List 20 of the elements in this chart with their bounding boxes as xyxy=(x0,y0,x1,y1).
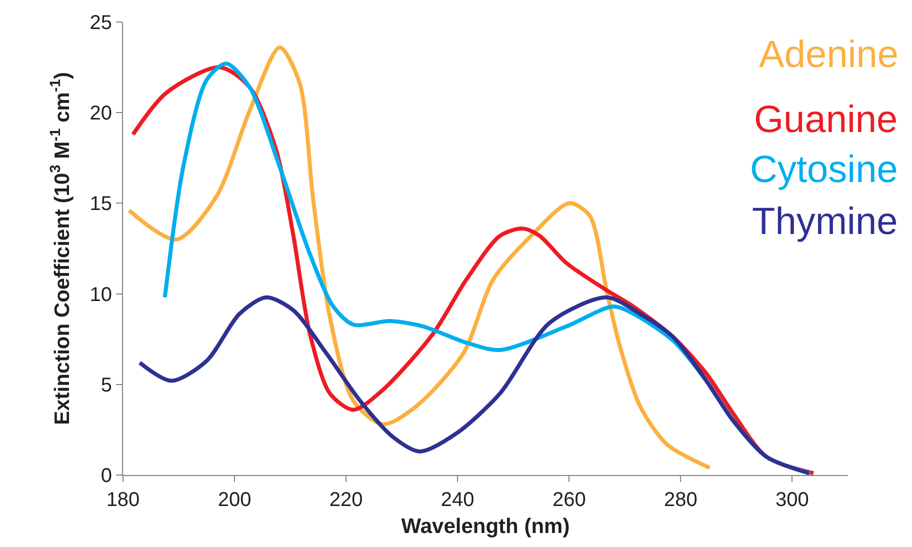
x-tick-label: 280 xyxy=(664,489,698,511)
text: Adenine xyxy=(759,34,898,76)
y-tick-label: 0 xyxy=(100,465,112,487)
y-tick-label: 15 xyxy=(90,193,112,216)
x-tick-label: 180 xyxy=(106,489,140,511)
x-tick-label: 200 xyxy=(218,489,252,511)
x-tick-label: 300 xyxy=(776,489,809,511)
y-tick-label: 25 xyxy=(90,12,112,34)
y-tick-label: 5 xyxy=(100,374,112,396)
x-tick-label: 220 xyxy=(329,489,363,511)
y-tick-label: 10 xyxy=(90,284,112,306)
y-tick-label: 20 xyxy=(90,102,112,125)
text: Cytosine xyxy=(750,149,898,191)
line-series xyxy=(138,295,811,475)
line-series xyxy=(127,45,712,470)
text: Guanine xyxy=(754,99,898,141)
x-tick-label: 260 xyxy=(552,489,586,511)
x-tick-label: 240 xyxy=(440,489,474,511)
x-axis-title: Wavelength (nm) xyxy=(401,515,570,538)
text: Thymine xyxy=(752,201,898,243)
